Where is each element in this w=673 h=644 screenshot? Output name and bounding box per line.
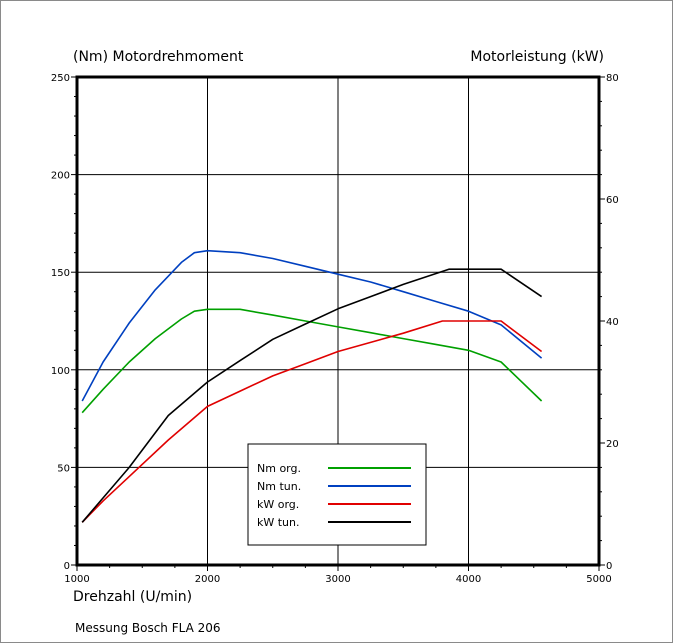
legend-items: Nm org. Nm tun. kW org. kW tun. — [257, 462, 411, 529]
series-line-kw-org — [81, 320, 543, 523]
series-line-nm-org — [81, 308, 543, 414]
x-tick-label: 5000 — [586, 574, 611, 585]
y-right-tick-label: 20 — [606, 439, 619, 450]
x-tick-label: 4000 — [456, 574, 481, 585]
y-left-tick-label: 100 — [51, 366, 70, 377]
data-series — [81, 249, 543, 523]
x-tick-label: 3000 — [325, 574, 350, 585]
right-axis-title: Motorleistung (kW) — [470, 49, 604, 65]
y-left-tick-label: 0 — [64, 561, 70, 572]
y-left-tick-label: 150 — [51, 268, 70, 279]
left-axis-title: (Nm) Motordrehmoment — [73, 49, 244, 65]
series-line-nm-tun — [81, 249, 543, 402]
y-right-tick-label: 0 — [606, 561, 612, 572]
y-left-tick-label: 250 — [51, 73, 70, 84]
legend-box — [247, 443, 427, 546]
y-left-tick-label: 50 — [57, 463, 70, 474]
footer-caption: Messung Bosch FLA 206 — [75, 621, 221, 635]
y-right-tick-label: 80 — [606, 73, 619, 84]
axis-ticks: 1000 2000 3000 4000 5000 0 50 100 150 200 250 0 20 40… — [51, 73, 619, 585]
legend-label: kW org. — [257, 498, 299, 511]
series-line-kw-tun — [81, 268, 543, 523]
x-axis-title: Drehzahl (U/min) — [73, 589, 192, 605]
y-left-tick-label: 200 — [51, 171, 70, 182]
y-right-tick-label: 40 — [606, 317, 619, 328]
legend: Nm org. Nm tun. kW org. kW tun. — [247, 443, 427, 546]
x-tick-label: 1000 — [64, 574, 89, 585]
legend-label: Nm org. — [257, 462, 301, 475]
legend-label: Nm tun. — [257, 480, 301, 493]
x-tick-label: 2000 — [195, 574, 220, 585]
y-right-tick-label: 60 — [606, 195, 619, 206]
legend-label: kW tun. — [257, 516, 300, 529]
